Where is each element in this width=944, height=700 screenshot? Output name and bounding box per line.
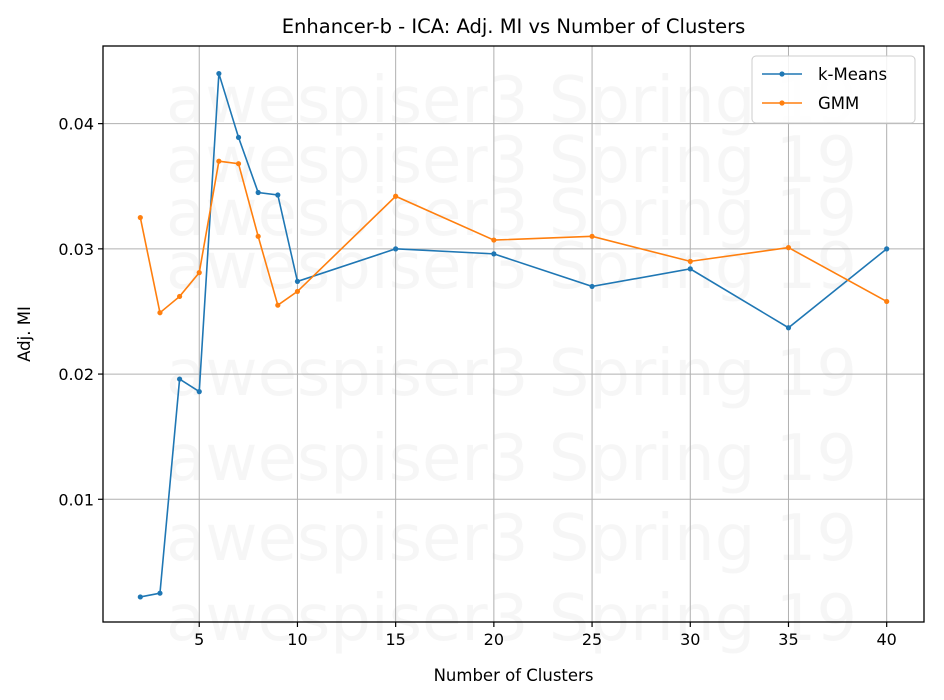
data-point bbox=[216, 70, 222, 77]
y-axis-ticks: 0.01 0.02 0.03 0.04 bbox=[58, 115, 103, 509]
legend-item: k-Means bbox=[762, 65, 887, 84]
data-point bbox=[137, 214, 143, 221]
series-layer bbox=[137, 70, 890, 600]
x-tick-label: 5 bbox=[194, 630, 204, 649]
data-point bbox=[687, 258, 693, 264]
y-tick-label: 0.03 bbox=[58, 240, 94, 259]
x-tick-label: 35 bbox=[778, 630, 798, 649]
data-point bbox=[157, 310, 163, 316]
data-point bbox=[177, 293, 183, 300]
data-point bbox=[785, 325, 792, 331]
watermark-text: awespiser3 Spring 19 bbox=[166, 502, 857, 576]
legend-box bbox=[751, 55, 916, 124]
data-point bbox=[687, 266, 693, 272]
x-axis-ticks: 5 10 15 20 25 30 35 40 bbox=[194, 622, 897, 649]
data-point bbox=[294, 278, 301, 285]
x-tick-label: 20 bbox=[484, 630, 504, 649]
data-point bbox=[157, 590, 163, 596]
data-point bbox=[589, 233, 595, 239]
data-point bbox=[216, 158, 222, 164]
watermark-text: awespiser3 Spring 19 bbox=[166, 582, 857, 656]
data-point bbox=[235, 134, 242, 141]
y-tick-label: 0.02 bbox=[58, 365, 94, 384]
data-point bbox=[177, 376, 183, 382]
x-axis-title: Number of Clusters bbox=[434, 666, 594, 685]
x-tick-label: 25 bbox=[582, 630, 602, 649]
data-point bbox=[884, 298, 890, 305]
y-axis-title: Adj. MI bbox=[15, 306, 34, 362]
x-tick-label: 30 bbox=[680, 630, 700, 649]
y-tick-label: 0.04 bbox=[58, 115, 94, 134]
y-tick-label: 0.01 bbox=[58, 490, 94, 509]
data-point bbox=[196, 270, 202, 276]
legend-label: k-Means bbox=[818, 65, 887, 84]
legend-label: GMM bbox=[818, 94, 859, 113]
x-tick-label: 15 bbox=[385, 630, 405, 649]
data-point bbox=[884, 246, 890, 252]
data-point bbox=[196, 389, 202, 395]
data-point bbox=[785, 245, 792, 251]
x-tick-label: 10 bbox=[287, 630, 307, 649]
data-point bbox=[393, 246, 399, 252]
plot-frame bbox=[102, 45, 925, 623]
watermark-text: awespiser3 Spring 19 bbox=[166, 230, 857, 304]
data-point bbox=[589, 283, 595, 290]
legend: k-Means GMM bbox=[751, 55, 916, 124]
data-point bbox=[137, 594, 143, 600]
data-point bbox=[275, 302, 281, 308]
series-k-means bbox=[137, 70, 890, 600]
grid-lines bbox=[103, 46, 924, 622]
legend-swatch-marker bbox=[779, 71, 785, 77]
data-point bbox=[491, 237, 497, 243]
data-point bbox=[255, 233, 261, 239]
legend-item: GMM bbox=[762, 94, 859, 113]
legend-swatch-marker bbox=[779, 100, 785, 106]
data-point bbox=[275, 192, 281, 198]
data-point bbox=[491, 251, 497, 257]
chart-title: Enhancer-b - ICA: Adj. MI vs Number of C… bbox=[282, 15, 746, 38]
series-gmm bbox=[137, 158, 890, 316]
data-point bbox=[294, 288, 301, 295]
watermark-text: awespiser3 Spring 19 bbox=[166, 422, 857, 496]
x-tick-label: 40 bbox=[877, 630, 897, 649]
data-point bbox=[255, 189, 261, 196]
data-point bbox=[393, 193, 399, 199]
data-point bbox=[235, 161, 242, 167]
